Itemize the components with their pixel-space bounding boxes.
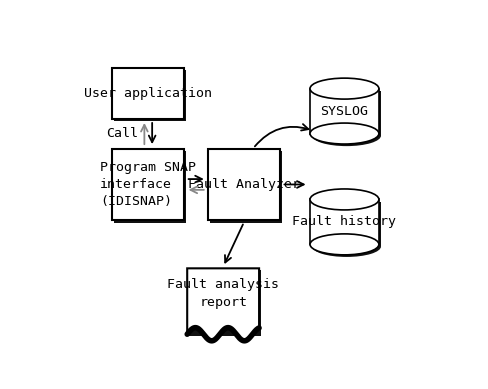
Bar bbox=[310, 200, 379, 244]
Text: User application: User application bbox=[84, 87, 212, 100]
Bar bbox=[112, 149, 184, 221]
Text: Fault history: Fault history bbox=[292, 216, 396, 228]
Ellipse shape bbox=[312, 125, 381, 146]
FancyArrowPatch shape bbox=[255, 124, 308, 146]
PathPatch shape bbox=[187, 268, 259, 341]
Text: Fault analysis
report: Fault analysis report bbox=[167, 278, 279, 309]
Text: Fault Analyzer: Fault Analyzer bbox=[188, 178, 300, 191]
Bar bbox=[189, 270, 261, 336]
Ellipse shape bbox=[310, 123, 379, 144]
Bar bbox=[112, 68, 184, 119]
Text: SYSLOG: SYSLOG bbox=[321, 105, 368, 117]
Bar bbox=[310, 89, 379, 133]
Text: Call: Call bbox=[106, 127, 138, 140]
Bar bbox=[114, 151, 186, 223]
Ellipse shape bbox=[310, 234, 379, 255]
Bar bbox=[114, 70, 186, 121]
Bar bbox=[312, 202, 381, 247]
Text: Program SNAP
interface
(IDISNAP): Program SNAP interface (IDISNAP) bbox=[100, 161, 196, 208]
Bar bbox=[210, 151, 282, 223]
Bar bbox=[312, 91, 381, 136]
Ellipse shape bbox=[312, 236, 381, 257]
Bar bbox=[208, 149, 280, 221]
Ellipse shape bbox=[310, 189, 379, 210]
Ellipse shape bbox=[310, 78, 379, 99]
